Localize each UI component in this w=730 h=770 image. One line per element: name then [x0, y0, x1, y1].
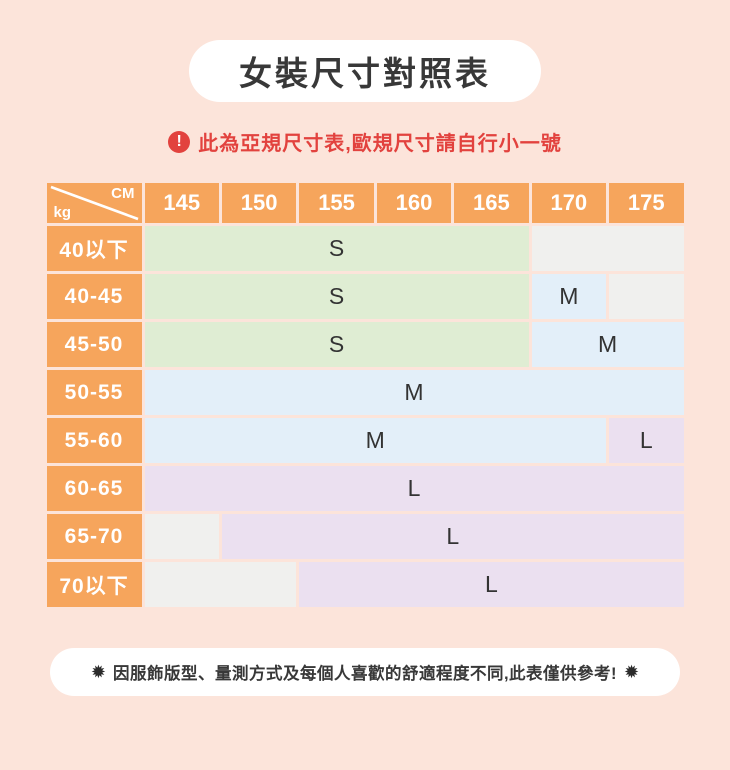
size-table: CM kg 145 150 155 160 165 170 175 40以下 S 40-45 S M…	[44, 180, 687, 610]
page-title-pill: 女裝尺寸對照表	[189, 40, 541, 102]
size-cell-empty	[144, 514, 219, 559]
size-cell-M: M	[144, 370, 684, 415]
column-header-170cm: 170	[531, 183, 607, 223]
column-header-175cm: 175	[609, 183, 684, 223]
page-title: 女裝尺寸對照表	[239, 55, 491, 92]
size-cell-M: M	[531, 322, 684, 367]
table-row: 70以下 L	[46, 562, 684, 607]
size-cell-M: M	[531, 274, 607, 319]
footer-text: 因服飾版型、量測方式及每個人喜歡的舒適程度不同,此表僅供參考!	[112, 665, 618, 683]
size-cell-S: S	[144, 274, 529, 319]
star-burst-icon: ✹	[624, 662, 640, 682]
diagonal-divider-line	[50, 185, 138, 221]
column-header-155cm: 155	[299, 183, 374, 223]
table-row: 50-55 M	[46, 370, 684, 415]
row-header-kg: 55-60	[46, 418, 142, 463]
size-cell-empty	[531, 226, 684, 271]
corner-label-cm: CM	[111, 185, 135, 202]
corner-cell-cm-kg: CM kg	[46, 183, 142, 223]
row-header-kg: 45-50	[46, 322, 142, 367]
size-cell-empty	[144, 562, 297, 607]
row-header-kg: 50-55	[46, 370, 142, 415]
row-header-kg: 40-45	[46, 274, 142, 319]
size-cell-S: S	[144, 322, 529, 367]
women-size-chart-page: 女裝尺寸對照表 ! 此為亞規尺寸表,歐規尺寸請自行小一號 CM kg 145 15…	[0, 40, 730, 696]
size-cell-M: M	[144, 418, 607, 463]
size-cell-L: L	[144, 466, 684, 511]
warning-text: 此為亞規尺寸表,歐規尺寸請自行小一號	[198, 133, 562, 155]
size-cell-S: S	[144, 226, 529, 271]
size-table-body: 40以下 S 40-45 S M 45-50 S M 50-55 M 55-60 M L 60-65 L 65…	[46, 226, 684, 607]
column-header-150cm: 150	[221, 183, 297, 223]
column-header-165cm: 165	[454, 183, 529, 223]
size-cell-L: L	[299, 562, 684, 607]
size-cell-L: L	[609, 418, 684, 463]
table-row: 40-45 S M	[46, 274, 684, 319]
size-cell-L: L	[221, 514, 684, 559]
size-cell-empty	[609, 274, 684, 319]
exclamation-circle-icon: !	[168, 130, 191, 153]
table-row: 60-65 L	[46, 466, 684, 511]
table-row: 65-70 L	[46, 514, 684, 559]
size-table-header: CM kg 145 150 155 160 165 170 175	[46, 183, 684, 223]
column-header-160cm: 160	[376, 183, 452, 223]
row-header-kg: 60-65	[46, 466, 142, 511]
row-header-kg: 65-70	[46, 514, 142, 559]
warning-note: ! 此為亞規尺寸表,歐規尺寸請自行小一號	[0, 127, 730, 156]
row-header-kg: 40以下	[46, 226, 142, 271]
column-header-145cm: 145	[144, 183, 219, 223]
corner-label-kg: kg	[53, 204, 72, 221]
table-row: 45-50 S M	[46, 322, 684, 367]
table-row: 40以下 S	[46, 226, 684, 271]
star-burst-icon: ✹	[90, 662, 106, 682]
row-header-kg: 70以下	[46, 562, 142, 607]
footer-note: ✹ 因服飾版型、量測方式及每個人喜歡的舒適程度不同,此表僅供參考! ✹	[50, 648, 680, 696]
table-row: 55-60 M L	[46, 418, 684, 463]
